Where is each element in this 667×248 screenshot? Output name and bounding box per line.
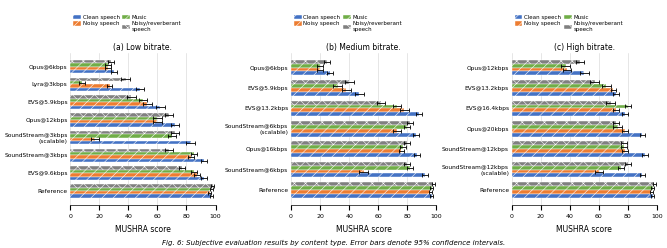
Bar bbox=[291, 153, 418, 157]
Bar bbox=[291, 190, 430, 194]
Bar bbox=[291, 80, 349, 84]
Bar bbox=[291, 125, 408, 129]
Bar bbox=[512, 170, 599, 173]
Bar bbox=[70, 187, 211, 191]
Title: (c) High bitrate.: (c) High bitrate. bbox=[554, 43, 615, 52]
Bar bbox=[70, 113, 169, 117]
Bar bbox=[512, 104, 628, 108]
Bar bbox=[70, 134, 172, 138]
Bar bbox=[70, 67, 108, 70]
Bar bbox=[512, 68, 567, 71]
Bar bbox=[291, 133, 416, 137]
Bar bbox=[512, 186, 653, 190]
Bar bbox=[512, 149, 625, 153]
Bar bbox=[70, 88, 140, 91]
Bar bbox=[512, 129, 625, 133]
Bar bbox=[70, 78, 125, 81]
Bar bbox=[512, 173, 642, 177]
Bar bbox=[70, 131, 175, 134]
Bar bbox=[70, 141, 191, 144]
Bar bbox=[291, 121, 410, 125]
Bar bbox=[512, 101, 610, 104]
Bar bbox=[70, 173, 197, 177]
Bar bbox=[291, 71, 330, 75]
Bar bbox=[291, 145, 403, 149]
Bar bbox=[70, 105, 160, 109]
Bar bbox=[291, 92, 360, 96]
Bar bbox=[512, 84, 606, 88]
Bar bbox=[512, 182, 654, 186]
Bar bbox=[291, 194, 432, 198]
X-axis label: MUSHRA score: MUSHRA score bbox=[115, 225, 171, 234]
Legend: Clean speech, Noisy speech, Music, Noisy/reverberant
speech: Clean speech, Noisy speech, Music, Noisy… bbox=[514, 15, 623, 32]
Title: (a) Low bitrate.: (a) Low bitrate. bbox=[113, 43, 172, 52]
Bar bbox=[512, 60, 580, 64]
Bar bbox=[70, 60, 111, 63]
Bar bbox=[70, 70, 114, 73]
Bar bbox=[512, 64, 566, 68]
Bar bbox=[291, 170, 364, 173]
Bar bbox=[512, 190, 651, 194]
Bar bbox=[70, 194, 211, 198]
X-axis label: MUSHRA score: MUSHRA score bbox=[556, 225, 612, 234]
Bar bbox=[512, 162, 628, 166]
Bar bbox=[291, 173, 425, 177]
Legend: Clean speech, Noisy speech, Music, Noisy/reverberant
speech: Clean speech, Noisy speech, Music, Noisy… bbox=[73, 15, 181, 32]
Bar bbox=[291, 104, 397, 108]
Bar bbox=[291, 68, 320, 71]
Bar bbox=[70, 155, 191, 159]
Bar bbox=[70, 117, 157, 120]
Bar bbox=[70, 63, 108, 67]
Bar bbox=[70, 102, 147, 105]
Legend: Clean speech, Noisy speech, Music, Noisy/reverberant
speech: Clean speech, Noisy speech, Music, Noisy… bbox=[294, 15, 402, 32]
Bar bbox=[291, 182, 434, 186]
Bar bbox=[70, 120, 157, 123]
Bar bbox=[291, 101, 381, 104]
Bar bbox=[291, 84, 338, 88]
Bar bbox=[291, 108, 404, 112]
Bar bbox=[512, 112, 625, 116]
X-axis label: MUSHRA score: MUSHRA score bbox=[336, 225, 392, 234]
Bar bbox=[70, 138, 95, 141]
Bar bbox=[70, 149, 169, 152]
Bar bbox=[512, 153, 646, 157]
Bar bbox=[70, 95, 131, 99]
Bar bbox=[512, 133, 642, 137]
Bar bbox=[291, 166, 410, 170]
Text: Fig. 6: Subjective evaluation results by content type. Error bars denote 95% con: Fig. 6: Subjective evaluation results by… bbox=[162, 239, 505, 246]
Bar bbox=[291, 162, 408, 166]
Bar bbox=[512, 141, 624, 145]
Bar bbox=[291, 141, 408, 145]
Bar bbox=[291, 88, 346, 92]
Bar bbox=[70, 159, 204, 162]
Bar bbox=[512, 88, 614, 92]
Bar bbox=[291, 64, 320, 68]
Bar bbox=[512, 194, 653, 198]
Bar bbox=[512, 166, 621, 170]
Bar bbox=[291, 60, 327, 64]
Bar bbox=[291, 129, 397, 133]
Bar bbox=[70, 191, 209, 194]
Bar bbox=[70, 177, 204, 180]
Bar bbox=[70, 170, 193, 173]
Bar bbox=[512, 71, 584, 75]
Bar bbox=[291, 149, 402, 153]
Bar bbox=[512, 125, 618, 129]
Bar bbox=[512, 145, 624, 149]
Bar bbox=[70, 123, 175, 127]
Bar bbox=[70, 166, 182, 170]
Bar bbox=[512, 121, 616, 125]
Title: (b) Medium bitrate.: (b) Medium bitrate. bbox=[326, 43, 401, 52]
Bar bbox=[70, 84, 109, 88]
Bar bbox=[291, 186, 432, 190]
Bar bbox=[70, 184, 213, 187]
Bar bbox=[512, 108, 616, 112]
Bar bbox=[512, 92, 616, 96]
Bar bbox=[291, 112, 419, 116]
Bar bbox=[70, 99, 143, 102]
Bar bbox=[512, 80, 594, 84]
Bar bbox=[70, 81, 82, 84]
Bar bbox=[70, 152, 193, 155]
